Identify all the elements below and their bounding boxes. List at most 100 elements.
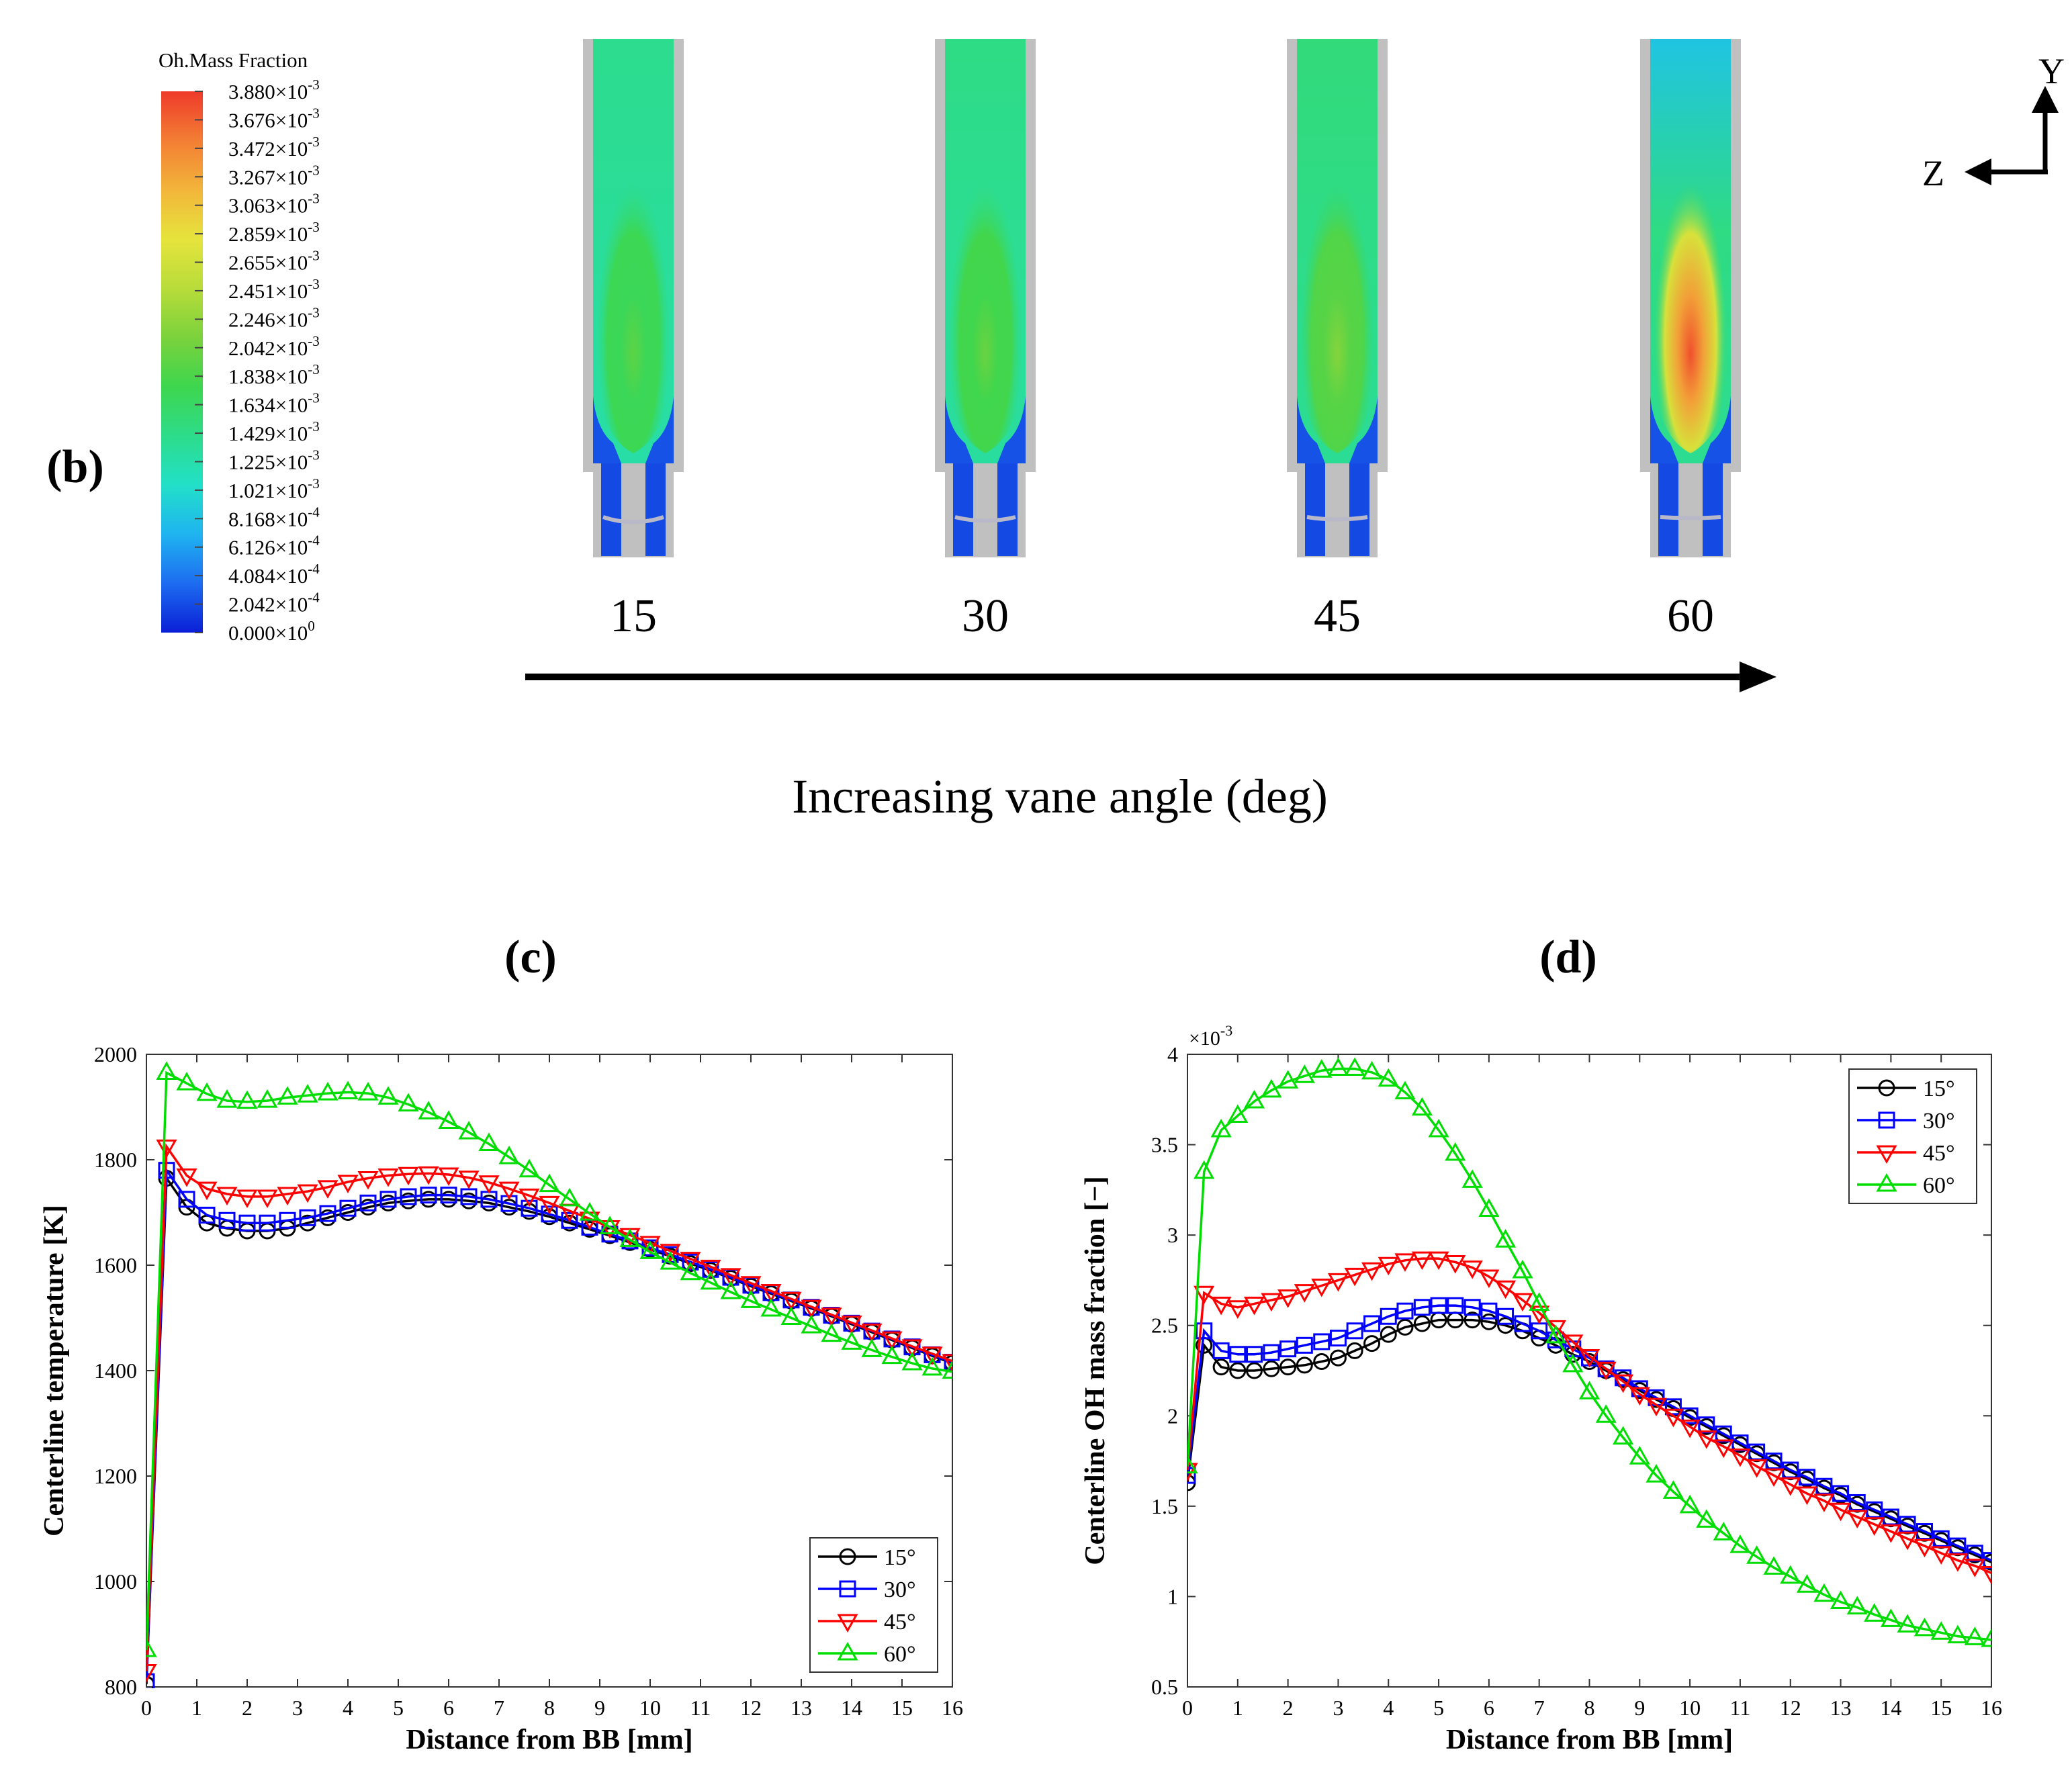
data-point	[821, 1307, 842, 1326]
x-tick-label: 8	[544, 1696, 555, 1720]
colorbar-tick-label: 2.246×10-3	[228, 304, 320, 331]
data-point	[680, 1261, 701, 1281]
data-point	[440, 1187, 457, 1204]
data-point	[1846, 1596, 1868, 1615]
x-tick-label: 4	[343, 1696, 353, 1720]
chamber-corner-right	[1703, 396, 1731, 463]
data-point	[521, 1199, 538, 1217]
data-point	[1430, 1297, 1447, 1314]
data-point	[1378, 1068, 1399, 1087]
data-point	[1713, 1522, 1734, 1541]
data-point	[176, 1072, 197, 1091]
data-point	[780, 1291, 802, 1311]
swirler-vane	[1660, 515, 1721, 520]
colorbar-title: Oh.Mass Fraction	[159, 48, 308, 72]
data-point	[297, 1184, 318, 1203]
colorbar-tick-exponent: -3	[308, 162, 320, 178]
data-point	[660, 1244, 681, 1262]
x-tick-label: 16	[1981, 1696, 2002, 1720]
data-point	[377, 1086, 399, 1105]
data-point	[619, 1228, 641, 1247]
data-point	[1512, 1259, 1533, 1279]
data-point	[1613, 1374, 1634, 1393]
data-point	[1916, 1523, 1933, 1541]
data-point	[539, 1195, 560, 1215]
chamber-corner-right	[1349, 396, 1378, 463]
series-1	[1187, 1297, 1991, 1569]
data-point	[1763, 1468, 1785, 1487]
data-point	[921, 1357, 943, 1376]
data-point	[1830, 1590, 1852, 1610]
vane-angle-label-15: 15	[610, 590, 657, 642]
y-tick-label: 800	[105, 1675, 137, 1699]
data-point	[1394, 1081, 1416, 1100]
data-point	[1480, 1302, 1498, 1320]
data-point	[519, 1188, 540, 1207]
data-point	[821, 1323, 842, 1342]
data-point	[339, 1199, 357, 1217]
data-point	[1947, 1624, 1969, 1644]
data-point	[146, 1639, 157, 1657]
injector-bluff-body	[621, 463, 645, 557]
legend-marker	[837, 1614, 858, 1633]
colorbar-tick-label: 0.000×100	[228, 618, 315, 645]
data-point	[740, 1289, 762, 1308]
colorbar-tick-exponent: -4	[308, 504, 320, 520]
data-point	[238, 1214, 256, 1232]
legend-marker	[1878, 1111, 1895, 1129]
data-point	[1445, 1255, 1466, 1274]
data-point	[1196, 1322, 1213, 1340]
data-point	[1246, 1362, 1263, 1379]
legend-label: 45°	[1923, 1141, 1955, 1166]
colorbar	[161, 91, 203, 633]
colorbar-tick-exponent: -3	[308, 333, 320, 349]
data-point	[1277, 1070, 1299, 1089]
panel-b-label: (b)	[46, 441, 104, 493]
data-point	[198, 1206, 216, 1224]
legend-marker	[839, 1580, 856, 1598]
data-point	[541, 1205, 558, 1223]
data-point	[559, 1187, 580, 1207]
flame-zone	[948, 144, 1022, 453]
data-point	[1529, 1292, 1550, 1311]
data-point	[400, 1188, 417, 1205]
y-axis-exponent-power: -3	[1220, 1022, 1232, 1039]
data-point	[1830, 1502, 1852, 1522]
x-tick-label: 6	[1484, 1696, 1494, 1720]
colorbar-tick-label: 3.880×10-3	[228, 77, 320, 103]
data-point	[944, 1353, 952, 1371]
data-point	[478, 1175, 500, 1194]
chamber-corner-right	[997, 396, 1026, 463]
data-point	[478, 1132, 500, 1151]
data-point	[1646, 1464, 1667, 1483]
colorbar-tick-exponent: -3	[308, 390, 320, 406]
injector-channel-right	[1349, 463, 1369, 556]
colorbar-tick-label: 8.168×10-4	[228, 504, 320, 531]
colorbar-tick-label: 1.225×10-3	[228, 447, 320, 473]
data-point	[700, 1271, 721, 1290]
data-point	[1882, 1508, 1899, 1526]
data-point	[921, 1346, 943, 1365]
x-tick-label: 14	[841, 1696, 862, 1720]
data-point	[1193, 1285, 1215, 1305]
data-point	[1815, 1477, 1833, 1495]
legend-label: 15°	[884, 1545, 916, 1570]
data-point	[1681, 1407, 1699, 1424]
colorbar-tick-exponent: -3	[308, 191, 320, 207]
data-point	[1848, 1494, 1866, 1511]
x-tick-label: 14	[1880, 1696, 1901, 1720]
combustor-contours: 15 30 45 60	[583, 39, 1741, 642]
data-point	[720, 1280, 741, 1299]
x-axis-label: Distance from BB [mm]	[406, 1725, 692, 1755]
data-point	[801, 1299, 822, 1319]
legend-marker	[1878, 1079, 1895, 1097]
data-point	[1765, 1453, 1783, 1470]
data-point	[1411, 1251, 1433, 1271]
data-point	[1595, 1404, 1617, 1423]
data-point	[1964, 1559, 1985, 1577]
chamber-corner-left	[945, 396, 973, 463]
data-point	[1578, 1381, 1601, 1399]
data-point	[1428, 1251, 1449, 1271]
data-point	[1880, 1608, 1901, 1627]
